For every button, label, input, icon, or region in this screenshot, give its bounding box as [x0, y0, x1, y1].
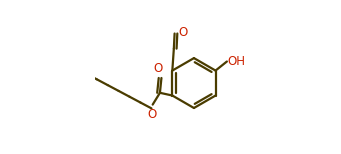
Text: O: O: [178, 26, 187, 39]
Text: O: O: [147, 108, 157, 121]
Text: OH: OH: [228, 55, 246, 68]
Text: O: O: [153, 62, 163, 75]
